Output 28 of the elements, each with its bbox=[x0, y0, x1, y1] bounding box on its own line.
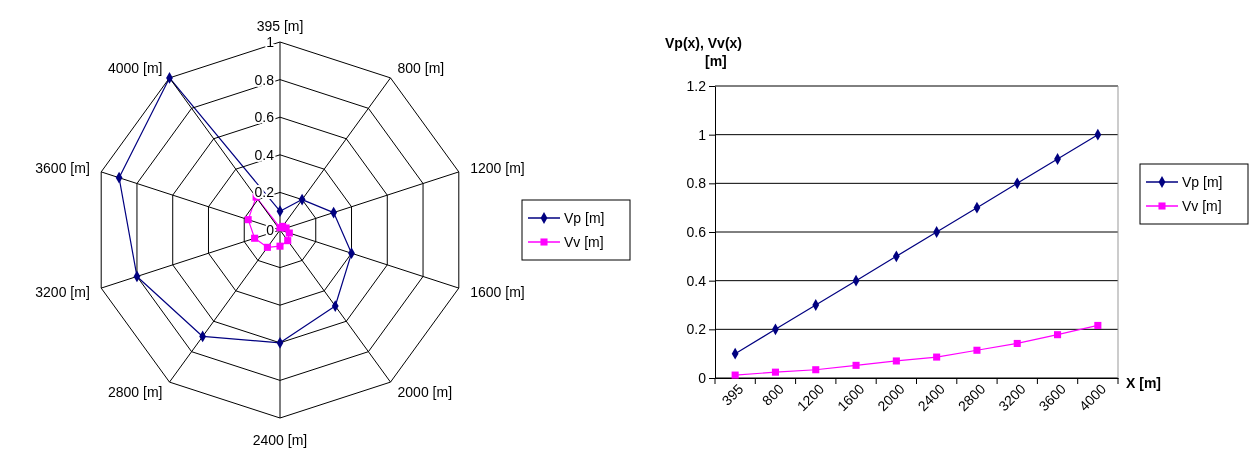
spoke-label: 2400 [m] bbox=[252, 432, 308, 448]
x-tick-label: 800 bbox=[758, 380, 787, 409]
y-tick-label: 0 bbox=[698, 369, 707, 386]
legend-label: Vv [m] bbox=[564, 234, 604, 250]
y-tick-label: 1 bbox=[698, 126, 707, 143]
spoke-label: 2800 [m] bbox=[107, 383, 163, 400]
y-tick-label: 0.6 bbox=[686, 223, 707, 240]
spoke-label: 1600 [m] bbox=[470, 283, 525, 300]
y-axis-title: Vp(x), Vv(x) [m] bbox=[665, 35, 743, 69]
legend-label: Vp [m] bbox=[564, 210, 605, 226]
y-tick-label: 0.8 bbox=[686, 175, 707, 192]
x-axis-title: X [m] bbox=[1126, 375, 1161, 391]
y-tick-label: 1.2 bbox=[686, 77, 707, 94]
spoke-label: 3200 [m] bbox=[35, 283, 90, 300]
spoke-label: 3600 [m] bbox=[35, 160, 90, 177]
y-tick-label: 0.6 bbox=[254, 109, 275, 126]
spoke-label: 4000 [m] bbox=[107, 60, 163, 77]
spoke-label: 800 [m] bbox=[397, 60, 445, 77]
x-tick-label: 395 bbox=[718, 380, 747, 409]
spoke-label: 2000 [m] bbox=[397, 383, 453, 400]
y-tick-label: 0.4 bbox=[686, 272, 707, 289]
y-tick-label: 0.2 bbox=[686, 321, 707, 338]
spoke-label: 1200 [m] bbox=[470, 160, 525, 177]
spoke-label: 395 [m] bbox=[256, 18, 304, 34]
y-tick-label: 0.4 bbox=[254, 146, 275, 163]
legend-label: Vv [m] bbox=[1182, 198, 1222, 214]
y-tick-label: 0.8 bbox=[254, 71, 275, 88]
legend-label: Vp [m] bbox=[1182, 174, 1223, 190]
